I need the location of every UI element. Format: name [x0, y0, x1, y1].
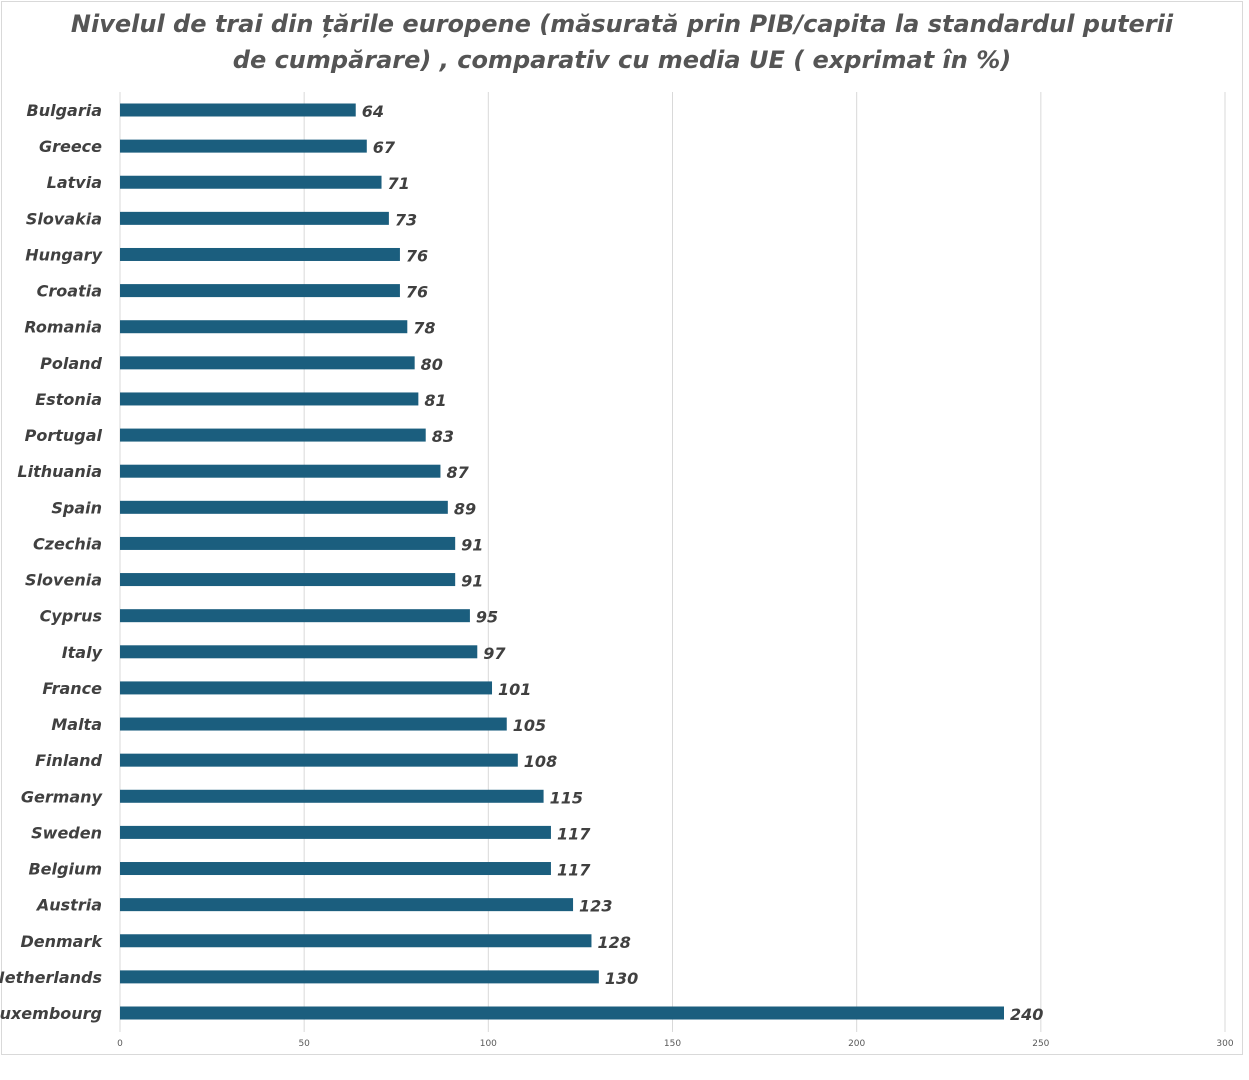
bar	[120, 681, 493, 695]
data-label: 78	[413, 319, 435, 338]
x-tick-label: 100	[480, 1039, 497, 1049]
x-tick-label: 300	[1216, 1039, 1233, 1049]
data-label: 117	[557, 861, 591, 880]
category-label: Slovenia	[25, 571, 102, 590]
bar	[120, 898, 574, 912]
category-label: Poland	[40, 354, 102, 373]
category-label: Estonia	[35, 390, 102, 409]
category-label: Bulgaria	[27, 101, 103, 120]
data-label: 108	[524, 752, 557, 771]
data-label: 240	[1010, 1005, 1043, 1024]
data-label: 95	[476, 608, 498, 627]
bar	[120, 428, 426, 442]
bar	[120, 753, 518, 767]
category-label: Austria	[35, 896, 102, 915]
bar	[120, 211, 389, 225]
data-label: 76	[406, 283, 428, 302]
data-label: 76	[406, 246, 428, 265]
data-label: 73	[395, 210, 417, 229]
category-label: Luxembourg	[0, 1004, 102, 1023]
bar	[120, 789, 544, 803]
category-label: Romania	[24, 318, 102, 337]
bar	[120, 139, 367, 153]
bar	[120, 175, 382, 189]
data-label: 105	[513, 716, 546, 735]
data-label: 123	[579, 897, 612, 916]
x-tick-label: 250	[1032, 1039, 1049, 1049]
bars	[120, 103, 1004, 1020]
data-label: 128	[597, 933, 630, 952]
data-label: 97	[483, 644, 506, 663]
category-label: Latvia	[47, 173, 102, 192]
data-label: 64	[362, 102, 384, 121]
category-label: Sweden	[31, 823, 102, 842]
x-tick-label: 150	[664, 1039, 681, 1049]
category-labels: Bulgaria Greece Latvia Slovakia Hungary Croat…	[0, 101, 103, 1023]
bar	[120, 103, 356, 117]
bar	[120, 500, 448, 514]
bar	[120, 573, 456, 587]
category-label: Germany	[21, 787, 103, 806]
category-label: Czechia	[33, 534, 102, 553]
data-label: 71	[388, 174, 410, 193]
x-tick-labels: 0 50 100 150 200 250 300	[117, 1039, 1234, 1049]
category-label: Netherlands	[0, 968, 102, 987]
category-label: Lithuania	[17, 462, 102, 481]
category-label: France	[42, 679, 102, 698]
data-label: 83	[432, 427, 454, 446]
data-label: 67	[373, 138, 396, 157]
data-label: 101	[498, 680, 531, 699]
category-label: Denmark	[20, 932, 103, 951]
category-label: Portugal	[25, 426, 103, 445]
chart-title: Nivelul de trai din țările europene (măs…	[70, 10, 1174, 74]
bar	[120, 284, 400, 298]
bar	[120, 392, 419, 406]
bar	[120, 862, 551, 876]
gridlines	[119, 92, 1226, 1032]
data-label: 87	[446, 463, 469, 482]
data-label: 91	[461, 572, 483, 591]
bar	[120, 970, 599, 984]
category-label: Belgium	[28, 860, 102, 879]
bar	[120, 247, 400, 261]
bar	[120, 320, 408, 334]
data-label: 89	[454, 499, 476, 518]
category-label: Spain	[51, 498, 102, 517]
category-label: Greece	[39, 137, 102, 156]
data-label: 130	[605, 969, 638, 988]
data-label: 80	[421, 355, 443, 374]
bar	[120, 356, 415, 370]
bar	[120, 645, 478, 659]
bar	[120, 536, 456, 550]
x-tick-label: 0	[117, 1039, 123, 1049]
bar	[120, 1006, 1004, 1020]
bar	[120, 464, 441, 478]
category-label: Malta	[51, 715, 102, 734]
category-label: Italy	[62, 643, 103, 662]
x-tick-label: 200	[848, 1039, 865, 1049]
data-label: 115	[550, 788, 583, 807]
category-label: Croatia	[37, 282, 102, 301]
bar	[120, 609, 470, 623]
category-label: Hungary	[25, 245, 102, 264]
category-label: Slovakia	[26, 209, 102, 228]
bar	[120, 825, 551, 839]
value-labels: 64 67 71 73 76 76 78 80 81 83 87 89 91 91 95 97 101 105 10…	[362, 102, 1044, 1024]
category-label: Finland	[35, 751, 102, 770]
bar	[120, 934, 592, 948]
category-label: Cyprus	[40, 607, 102, 626]
x-tick-label: 50	[298, 1039, 310, 1049]
data-label: 117	[557, 824, 591, 843]
bar	[120, 717, 507, 731]
data-label: 91	[461, 535, 483, 554]
data-label: 81	[424, 391, 446, 410]
